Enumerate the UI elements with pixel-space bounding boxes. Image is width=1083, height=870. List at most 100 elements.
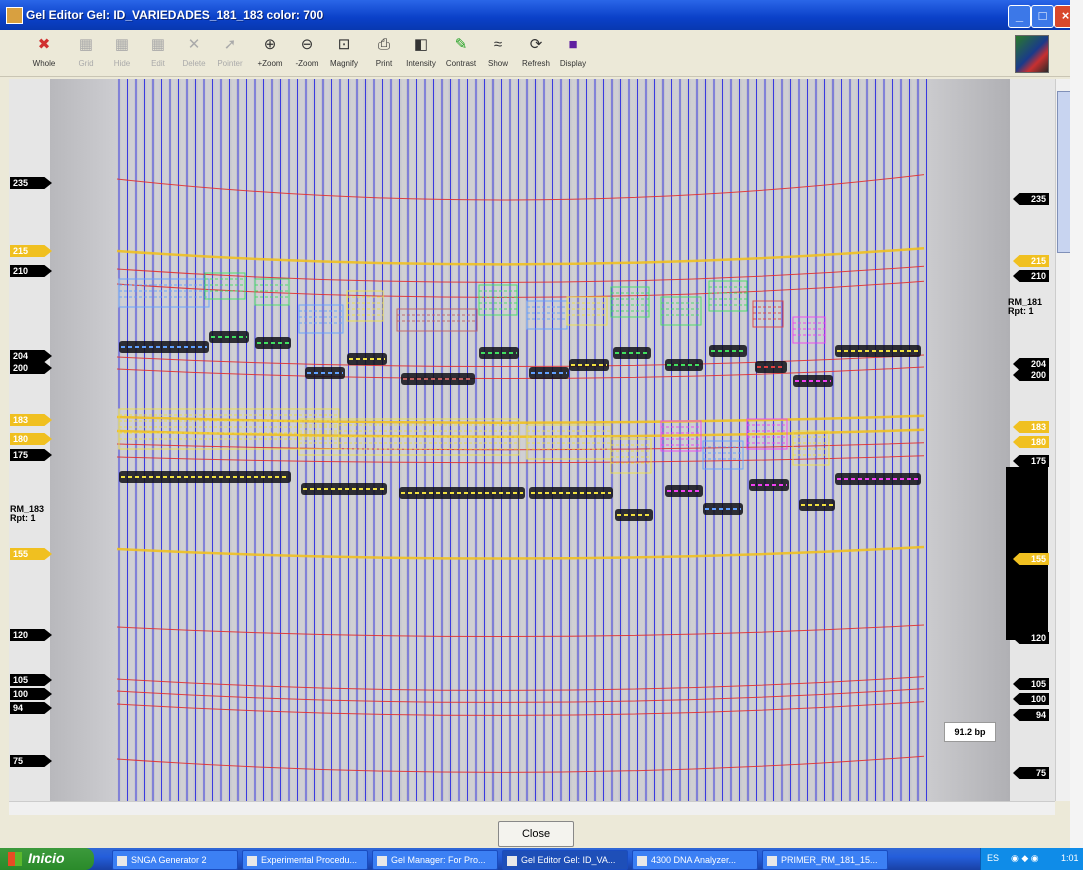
- tool-refresh-button[interactable]: ⟳ Refresh: [518, 34, 554, 74]
- allele-bin: [610, 286, 650, 318]
- size-marker-right-75: 75: [1013, 767, 1049, 779]
- size-marker-right-215: 215: [1013, 255, 1049, 267]
- tool-intensity-button[interactable]: ◧ Intensity: [403, 34, 439, 74]
- gel-editor-window: Gel Editor Gel: ID_VARIEDADES_181_183 co…: [0, 0, 1077, 848]
- size-marker-left-100: 100: [10, 688, 52, 700]
- hide-icon: ▦: [114, 36, 130, 53]
- tool-whole-button[interactable]: ✖ Whole: [26, 34, 62, 74]
- task-app-icon: [117, 855, 127, 866]
- horizontal-scrollbar[interactable]: [9, 801, 1055, 815]
- title-bar[interactable]: Gel Editor Gel: ID_VARIEDADES_181_183 co…: [0, 0, 1077, 30]
- edit-icon: ▦: [150, 36, 166, 53]
- task-app-icon: [377, 855, 387, 866]
- start-button[interactable]: Inicio: [0, 848, 94, 870]
- vertical-scrollbar[interactable]: [1055, 79, 1071, 801]
- taskbar-item[interactable]: SNGA Generator 2: [112, 850, 238, 870]
- taskbar-item[interactable]: 4300 DNA Analyzer...: [632, 850, 758, 870]
- peak-band: [835, 473, 921, 485]
- allele-bin: [752, 300, 784, 328]
- tool-label: Grid: [78, 59, 94, 68]
- tool-label: Whole: [32, 59, 56, 68]
- ladder-curve: [116, 442, 925, 451]
- locus-label-right: RM_181 Rpt: 1: [1008, 298, 1042, 316]
- size-marker-right-210: 210: [1013, 270, 1049, 282]
- size-marker-left-105: 105: [10, 674, 52, 686]
- ladder-curve: [116, 701, 925, 716]
- tool-label: Refresh: [521, 59, 550, 68]
- allele-bin: [346, 290, 384, 322]
- background-window-edge: [1070, 0, 1083, 848]
- tray-language[interactable]: ES: [987, 853, 1000, 863]
- contrast-icon: ✎: [454, 36, 468, 53]
- allele-bin: [746, 418, 788, 450]
- tool-zoom-button[interactable]: ⊕ +Zoom: [252, 34, 288, 74]
- tool-label: Display: [559, 59, 587, 68]
- ladder-curve: [116, 246, 925, 266]
- size-marker-left-215: 215: [10, 245, 52, 257]
- taskbar-item[interactable]: PRIMER_RM_181_15...: [762, 850, 888, 870]
- taskbar-item-label: Experimental Procedu...: [261, 855, 358, 865]
- minimize-button[interactable]: _: [1008, 5, 1031, 28]
- delete-icon: ✕: [187, 36, 201, 53]
- taskbar-item[interactable]: Gel Manager: For Pro...: [372, 850, 498, 870]
- ladder-curve: [116, 455, 925, 464]
- gel-overlay[interactable]: [9, 79, 1055, 801]
- show-icon: ≈: [493, 36, 503, 53]
- tool-grid-button[interactable]: ▦ Grid: [68, 34, 104, 74]
- allele-bin: [792, 430, 830, 466]
- grid-icon: ▦: [78, 36, 94, 53]
- ladder-curve: [116, 755, 925, 773]
- size-marker-right-175: 175: [1013, 455, 1049, 467]
- tool-delete-button[interactable]: ✕ Delete: [176, 34, 212, 74]
- vertical-scroll-thumb[interactable]: [1057, 91, 1071, 253]
- tool-hide-button[interactable]: ▦ Hide: [104, 34, 140, 74]
- tool-label: Intensity: [406, 59, 436, 68]
- tool-edit-button[interactable]: ▦ Edit: [140, 34, 176, 74]
- peak-band: [529, 487, 613, 499]
- tool-label: Print: [375, 59, 393, 68]
- tool-display-button[interactable]: ■ Display: [555, 34, 591, 74]
- gel-thumbnail[interactable]: [1015, 35, 1049, 73]
- ladder-curve: [116, 265, 925, 283]
- tray-icons: ◉ ◆ ◉: [1011, 853, 1039, 863]
- refresh-icon: ⟳: [529, 36, 543, 53]
- ladder-curve: [116, 354, 925, 368]
- tool-contrast-button[interactable]: ✎ Contrast: [443, 34, 479, 74]
- tool-show-button[interactable]: ≈ Show: [480, 34, 516, 74]
- size-marker-left-180: 180: [10, 433, 52, 445]
- locus-label-left: RM_183 Rpt: 1: [10, 505, 44, 523]
- tool-print-button[interactable]: ⎙ Print: [366, 34, 402, 74]
- tool-magnify-button[interactable]: ⊡ Magnify: [326, 34, 362, 74]
- task-app-icon: [247, 855, 257, 866]
- allele-bin: [118, 278, 210, 308]
- gel-view[interactable]: [9, 79, 1055, 801]
- maximize-button[interactable]: □: [1031, 5, 1054, 28]
- allele-bin: [478, 284, 518, 316]
- size-marker-right-155: 155: [1013, 553, 1049, 565]
- windows-logo-icon: [8, 852, 22, 866]
- locus-label-left-name: RM_183: [10, 504, 45, 514]
- taskbar-item[interactable]: Gel Editor Gel: ID_VA...: [502, 850, 628, 870]
- peak-band: [301, 483, 387, 495]
- task-app-icon: [637, 855, 647, 866]
- toolbar: [0, 30, 1070, 77]
- size-marker-left-155: 155: [10, 548, 52, 560]
- tool-zoom-button[interactable]: ⊖ -Zoom: [289, 34, 325, 74]
- zoom-in-icon: ⊕: [263, 36, 277, 53]
- tool-pointer-button[interactable]: ➚ Pointer: [212, 34, 248, 74]
- taskbar-item-label: SNGA Generator 2: [131, 855, 207, 865]
- peak-band: [835, 345, 921, 357]
- allele-bin: [396, 308, 478, 332]
- taskbar-item[interactable]: Experimental Procedu...: [242, 850, 368, 870]
- tool-label: +Zoom: [257, 59, 283, 68]
- size-marker-right-200: 200: [1013, 369, 1049, 381]
- close-button[interactable]: Close: [498, 821, 574, 847]
- size-marker-right-180: 180: [1013, 436, 1049, 448]
- size-marker-right-235: 235: [1013, 193, 1049, 205]
- allele-bin: [298, 304, 344, 334]
- ladder-curve: [116, 676, 925, 691]
- ladder-curve: [116, 545, 925, 560]
- allele-bin: [708, 280, 748, 312]
- tool-label: Contrast: [445, 59, 477, 68]
- peak-band: [399, 487, 525, 499]
